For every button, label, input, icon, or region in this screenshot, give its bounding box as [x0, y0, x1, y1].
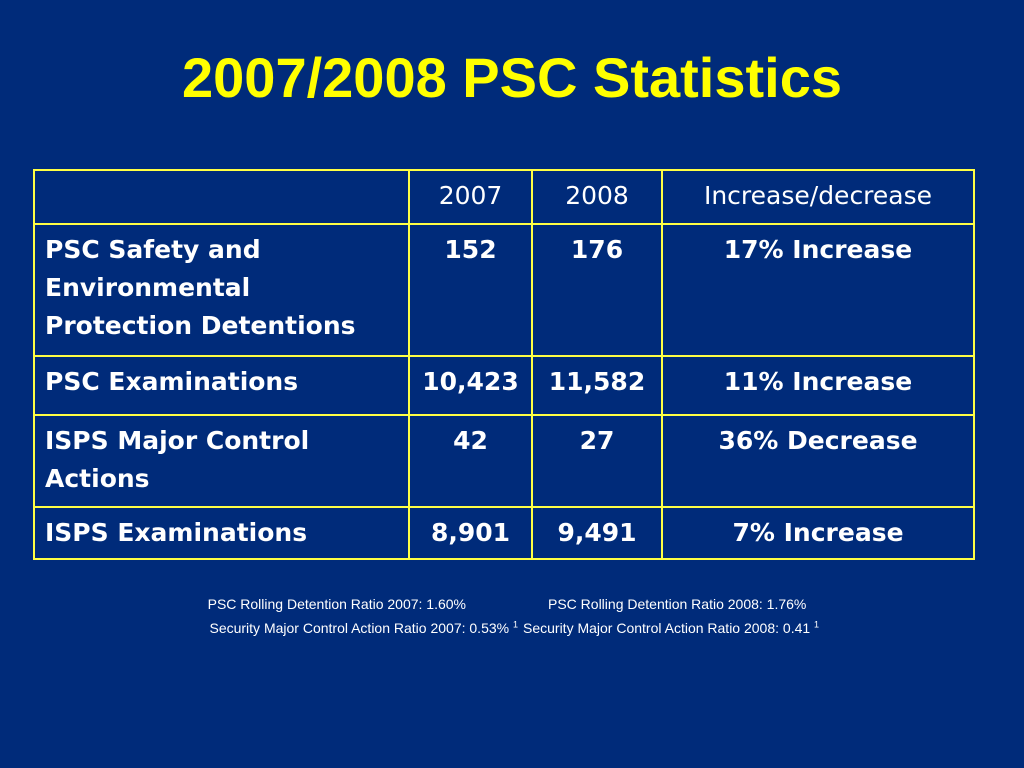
security-ratio-2008: Security Major Control Action Ratio 2008… [523, 620, 811, 636]
value-2008: 27 [531, 414, 663, 508]
psc-ratio-row: PSC Rolling Detention Ratio 2007: 1.60% … [0, 592, 1024, 616]
header-2007: 2007 [408, 169, 533, 225]
row-label: PSC Examinations [33, 355, 410, 416]
value-2008: 11,582 [531, 355, 663, 416]
value-change: 7% Increase [661, 506, 975, 560]
table-row: ISPS Examinations 8,901 9,491 7% Increas… [33, 506, 975, 560]
table-row: ISPS Major Control Actions 42 27 36% Dec… [33, 414, 975, 508]
security-ratio-2008-group: Security Major Control Action Ratio 2008… [523, 616, 819, 640]
ratio-notes: PSC Rolling Detention Ratio 2007: 1.60% … [0, 592, 1024, 640]
security-ratio-2007: Security Major Control Action Ratio 2007… [209, 620, 510, 636]
psc-ratio-2008: PSC Rolling Detention Ratio 2008: 1.76% [548, 596, 807, 612]
value-2008: 9,491 [531, 506, 663, 560]
header-blank-cell [33, 169, 410, 225]
row-label: ISPS Major Control Actions [33, 414, 410, 508]
footnote-mark: 1 [814, 619, 820, 630]
value-2007: 42 [408, 414, 533, 508]
slide-title: 2007/2008 PSC Statistics [182, 46, 842, 109]
footnote-mark: 1 [512, 619, 518, 630]
table-header-row: 2007 2008 Increase/decrease [33, 169, 975, 225]
value-change: 11% Increase [661, 355, 975, 416]
table-row: PSC Examinations 10,423 11,582 11% Incre… [33, 355, 975, 416]
row-label: PSC Safety and Environmental Protection … [33, 223, 410, 357]
value-2007: 152 [408, 223, 533, 357]
statistics-table: 2007 2008 Increase/decrease PSC Safety a… [33, 169, 975, 560]
value-change: 36% Decrease [661, 414, 975, 508]
psc-ratio-2007: PSC Rolling Detention Ratio 2007: 1.60% [207, 596, 466, 612]
table-row: PSC Safety and Environmental Protection … [33, 223, 975, 357]
value-2008: 176 [531, 223, 663, 357]
header-change: Increase/decrease [661, 169, 975, 225]
security-ratio-row: Security Major Control Action Ratio 2007… [0, 616, 1024, 640]
value-2007: 10,423 [408, 355, 533, 416]
header-2008: 2008 [531, 169, 663, 225]
security-ratio-2007-group: Security Major Control Action Ratio 2007… [209, 616, 518, 640]
row-label: ISPS Examinations [33, 506, 410, 560]
value-change: 17% Increase [661, 223, 975, 357]
value-2007: 8,901 [408, 506, 533, 560]
